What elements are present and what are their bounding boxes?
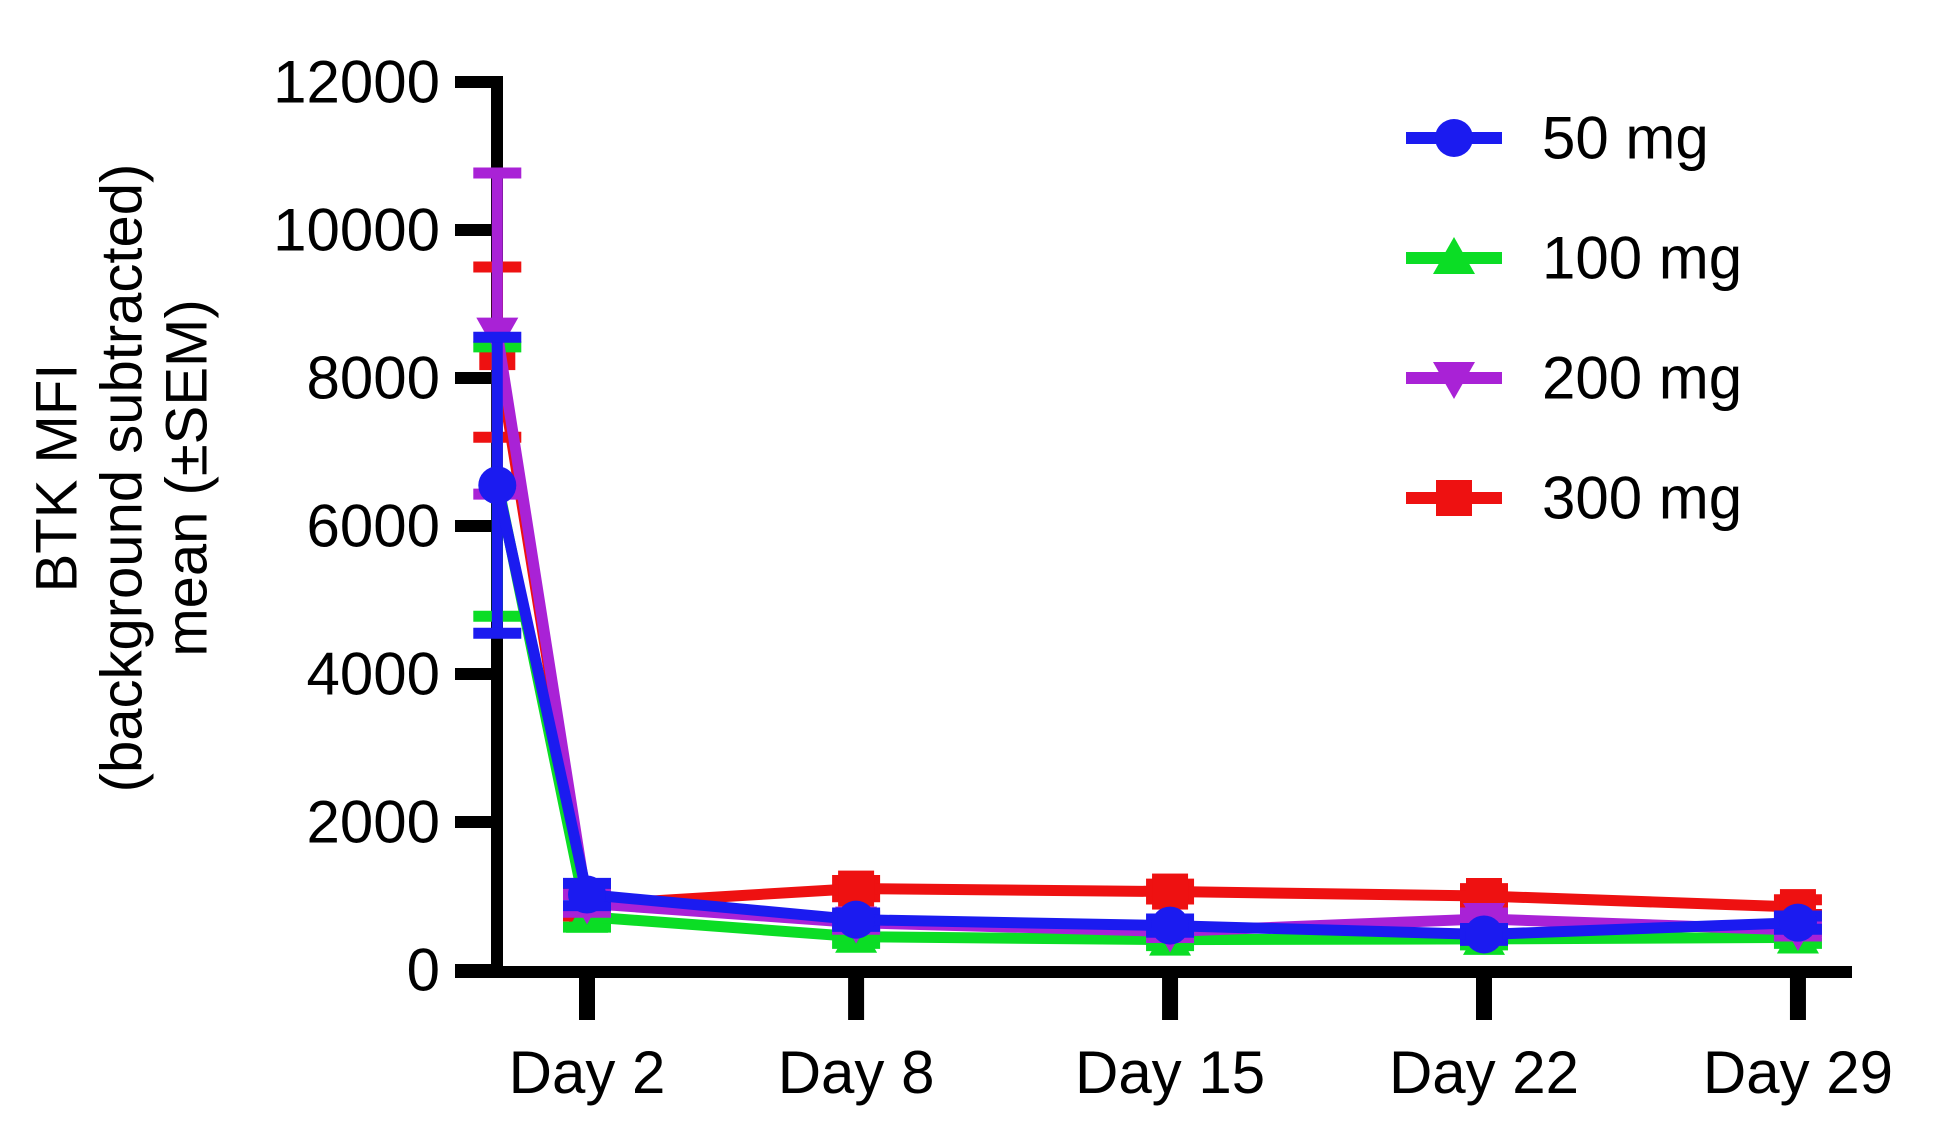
y-axis-title: BTK MFI (background subtracted) mean (±SEM… — [25, 164, 220, 793]
legend-label-50-mg: 50 mg — [1542, 105, 1709, 172]
data-point-300-mg-day15 — [1152, 873, 1189, 910]
x-tick-label: Day 22 — [1389, 1039, 1579, 1106]
y-axis-title-line: BTK MFI — [25, 364, 90, 593]
y-tick-label: 10000 — [273, 197, 440, 264]
x-tick-label: Day 2 — [509, 1039, 666, 1106]
y-tick-label: 8000 — [307, 345, 440, 412]
series-line-50-mg — [491, 484, 1799, 940]
y-tick-label: 0 — [407, 937, 440, 1004]
legend-label-200-mg: 200 mg — [1542, 345, 1742, 412]
series-line-100-mg — [491, 480, 1798, 946]
x-tick-label: Day 8 — [778, 1039, 935, 1106]
legend-marker-300-mg — [1436, 480, 1472, 516]
legend-marker-100-mg — [1433, 237, 1475, 274]
y-tick-label: 6000 — [307, 493, 440, 560]
data-point-50-mg-day2 — [568, 875, 606, 914]
data-point-50-mg-day29 — [1778, 903, 1817, 942]
data-point-50-mg-day0 — [478, 466, 517, 505]
data-point-50-mg-day8 — [837, 900, 876, 939]
x-tick-label: Day 29 — [1703, 1039, 1893, 1106]
legend-label-100-mg: 100 mg — [1542, 225, 1742, 292]
data-point-50-mg-day15 — [1151, 906, 1190, 945]
y-tick-label: 12000 — [273, 49, 440, 116]
y-axis-title-line: (background subtracted) — [90, 164, 155, 793]
series-line-300-mg — [491, 351, 1799, 913]
legend-label-300-mg: 300 mg — [1542, 465, 1742, 532]
legend-marker-50-mg — [1435, 119, 1473, 157]
y-tick-label: 2000 — [307, 789, 440, 856]
y-axis-title-line: mean (±SEM) — [155, 299, 220, 656]
series-line-200-mg — [491, 332, 1799, 938]
y-tick-label: 4000 — [307, 641, 440, 708]
data-point-300-mg-day8 — [838, 870, 875, 907]
x-tick-label: Day 15 — [1075, 1039, 1265, 1106]
data-point-50-mg-day22 — [1465, 915, 1503, 954]
legend-marker-200-mg — [1433, 362, 1475, 399]
